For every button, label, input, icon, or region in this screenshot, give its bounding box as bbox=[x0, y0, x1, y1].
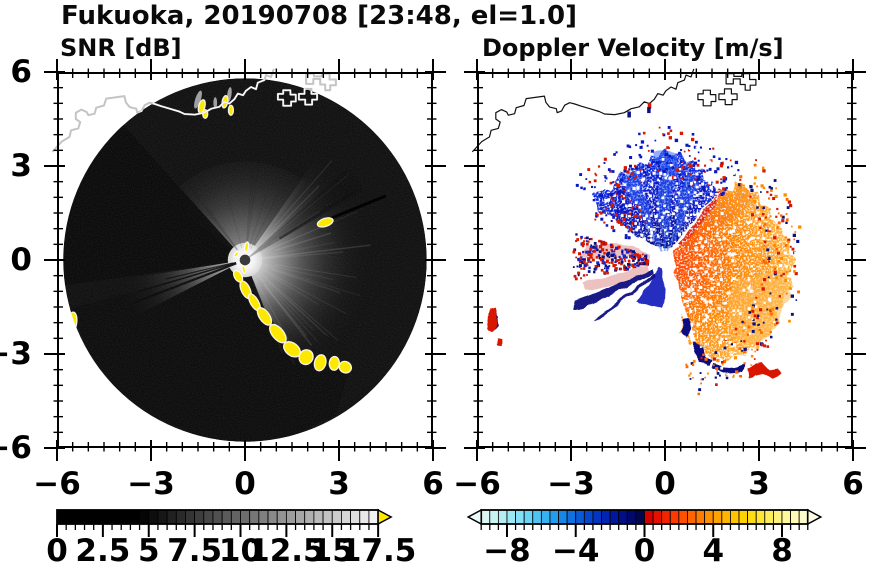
colorbar-over-arrow bbox=[807, 508, 823, 526]
vel-south-blue-wedge bbox=[637, 260, 665, 309]
y-tick-label: 0 bbox=[10, 242, 32, 278]
x-tick-label: −3 bbox=[127, 466, 175, 502]
velocity-colorbar bbox=[466, 508, 823, 537]
velocity-ppi-plot bbox=[464, 59, 866, 461]
harbor-island bbox=[305, 72, 337, 92]
vel-narrow-ray bbox=[594, 273, 656, 320]
clutter-blob bbox=[243, 241, 250, 253]
x-tick-label: 0 bbox=[654, 466, 676, 502]
harbor-island bbox=[298, 88, 318, 106]
snr-panel-title: SNR [dB] bbox=[60, 34, 182, 62]
y-tick-label: 6 bbox=[10, 54, 32, 90]
clutter-blob bbox=[241, 264, 247, 275]
snr-clutter-shadow-ray bbox=[326, 194, 387, 222]
vel-panel-title: Doppler Velocity [m/s] bbox=[482, 34, 784, 62]
snr-radar-disk bbox=[63, 78, 427, 442]
colorbar-tick-label: 5 bbox=[137, 533, 160, 569]
snr-cbar-segments bbox=[56, 509, 380, 525]
colorbar-over-arrow bbox=[377, 508, 393, 526]
coast-data-gap bbox=[666, 274, 696, 343]
colorbar-tick-label: 8 bbox=[771, 533, 793, 569]
colorbar-under-arrow bbox=[466, 508, 482, 526]
colorbar-tick-label: 12.5 bbox=[248, 533, 325, 569]
x-tick-label: −6 bbox=[453, 466, 501, 502]
velocity-field bbox=[487, 102, 802, 396]
x-tick-label: 3 bbox=[748, 466, 770, 502]
colorbar-tick-label: 2.5 bbox=[75, 533, 131, 569]
colorbar-tick-label: 0 bbox=[633, 533, 656, 569]
x-tick-label: 0 bbox=[234, 466, 256, 502]
vel-speckles bbox=[572, 126, 802, 396]
clutter-blob bbox=[268, 323, 287, 344]
clutter-blob bbox=[338, 360, 353, 374]
x-tick-label: −3 bbox=[547, 466, 595, 502]
harbor-island bbox=[277, 89, 297, 107]
snr-ppi-plot bbox=[44, 59, 446, 461]
colorbar-tick-label: 15 bbox=[310, 533, 354, 569]
clutter-blob bbox=[71, 330, 79, 341]
y-tick-label: 3 bbox=[10, 148, 32, 184]
colorbar-tick-label: −8 bbox=[483, 533, 531, 569]
clutter-blob bbox=[316, 217, 334, 228]
clutter-blob bbox=[313, 354, 327, 372]
colorbar-tick-label: 4 bbox=[702, 533, 725, 569]
clutter-blob bbox=[66, 311, 78, 334]
clutter-blob bbox=[233, 251, 240, 258]
colorbar-tick-label: 0 bbox=[46, 533, 68, 569]
radar-site-hole bbox=[655, 250, 675, 270]
harbor-island bbox=[697, 89, 717, 107]
vel-cbar-segments bbox=[480, 509, 809, 525]
vel-narrow-ray bbox=[572, 269, 654, 309]
figure-title: Fukuoka, 20190708 [23:48, el=1.0] bbox=[61, 1, 578, 31]
x-tick-label: −6 bbox=[33, 466, 81, 502]
clutter-blob bbox=[227, 104, 235, 116]
clutter-blob bbox=[256, 307, 273, 326]
harbor-island bbox=[725, 73, 757, 91]
x-tick-label: 3 bbox=[328, 466, 350, 502]
colorbar-tick-label: −4 bbox=[551, 533, 600, 569]
colorbar-tick-label: 10 bbox=[218, 533, 263, 569]
clutter-blob bbox=[298, 349, 314, 366]
axes-frame bbox=[464, 59, 866, 461]
x-tick-label: 6 bbox=[842, 466, 864, 502]
colorbar-tick-label: 7.5 bbox=[167, 533, 223, 569]
y-tick-label: −6 bbox=[0, 430, 32, 466]
harbor-island bbox=[718, 88, 738, 106]
colorbar-tick-label: 17.5 bbox=[339, 533, 417, 569]
y-tick-label: −3 bbox=[0, 336, 32, 372]
radar-site-dot bbox=[239, 254, 251, 266]
snr-colorbar bbox=[56, 508, 393, 537]
coastline bbox=[471, 68, 757, 153]
x-tick-label: 6 bbox=[422, 466, 444, 502]
clutter-blob bbox=[328, 355, 340, 371]
axes-frame bbox=[44, 59, 446, 461]
